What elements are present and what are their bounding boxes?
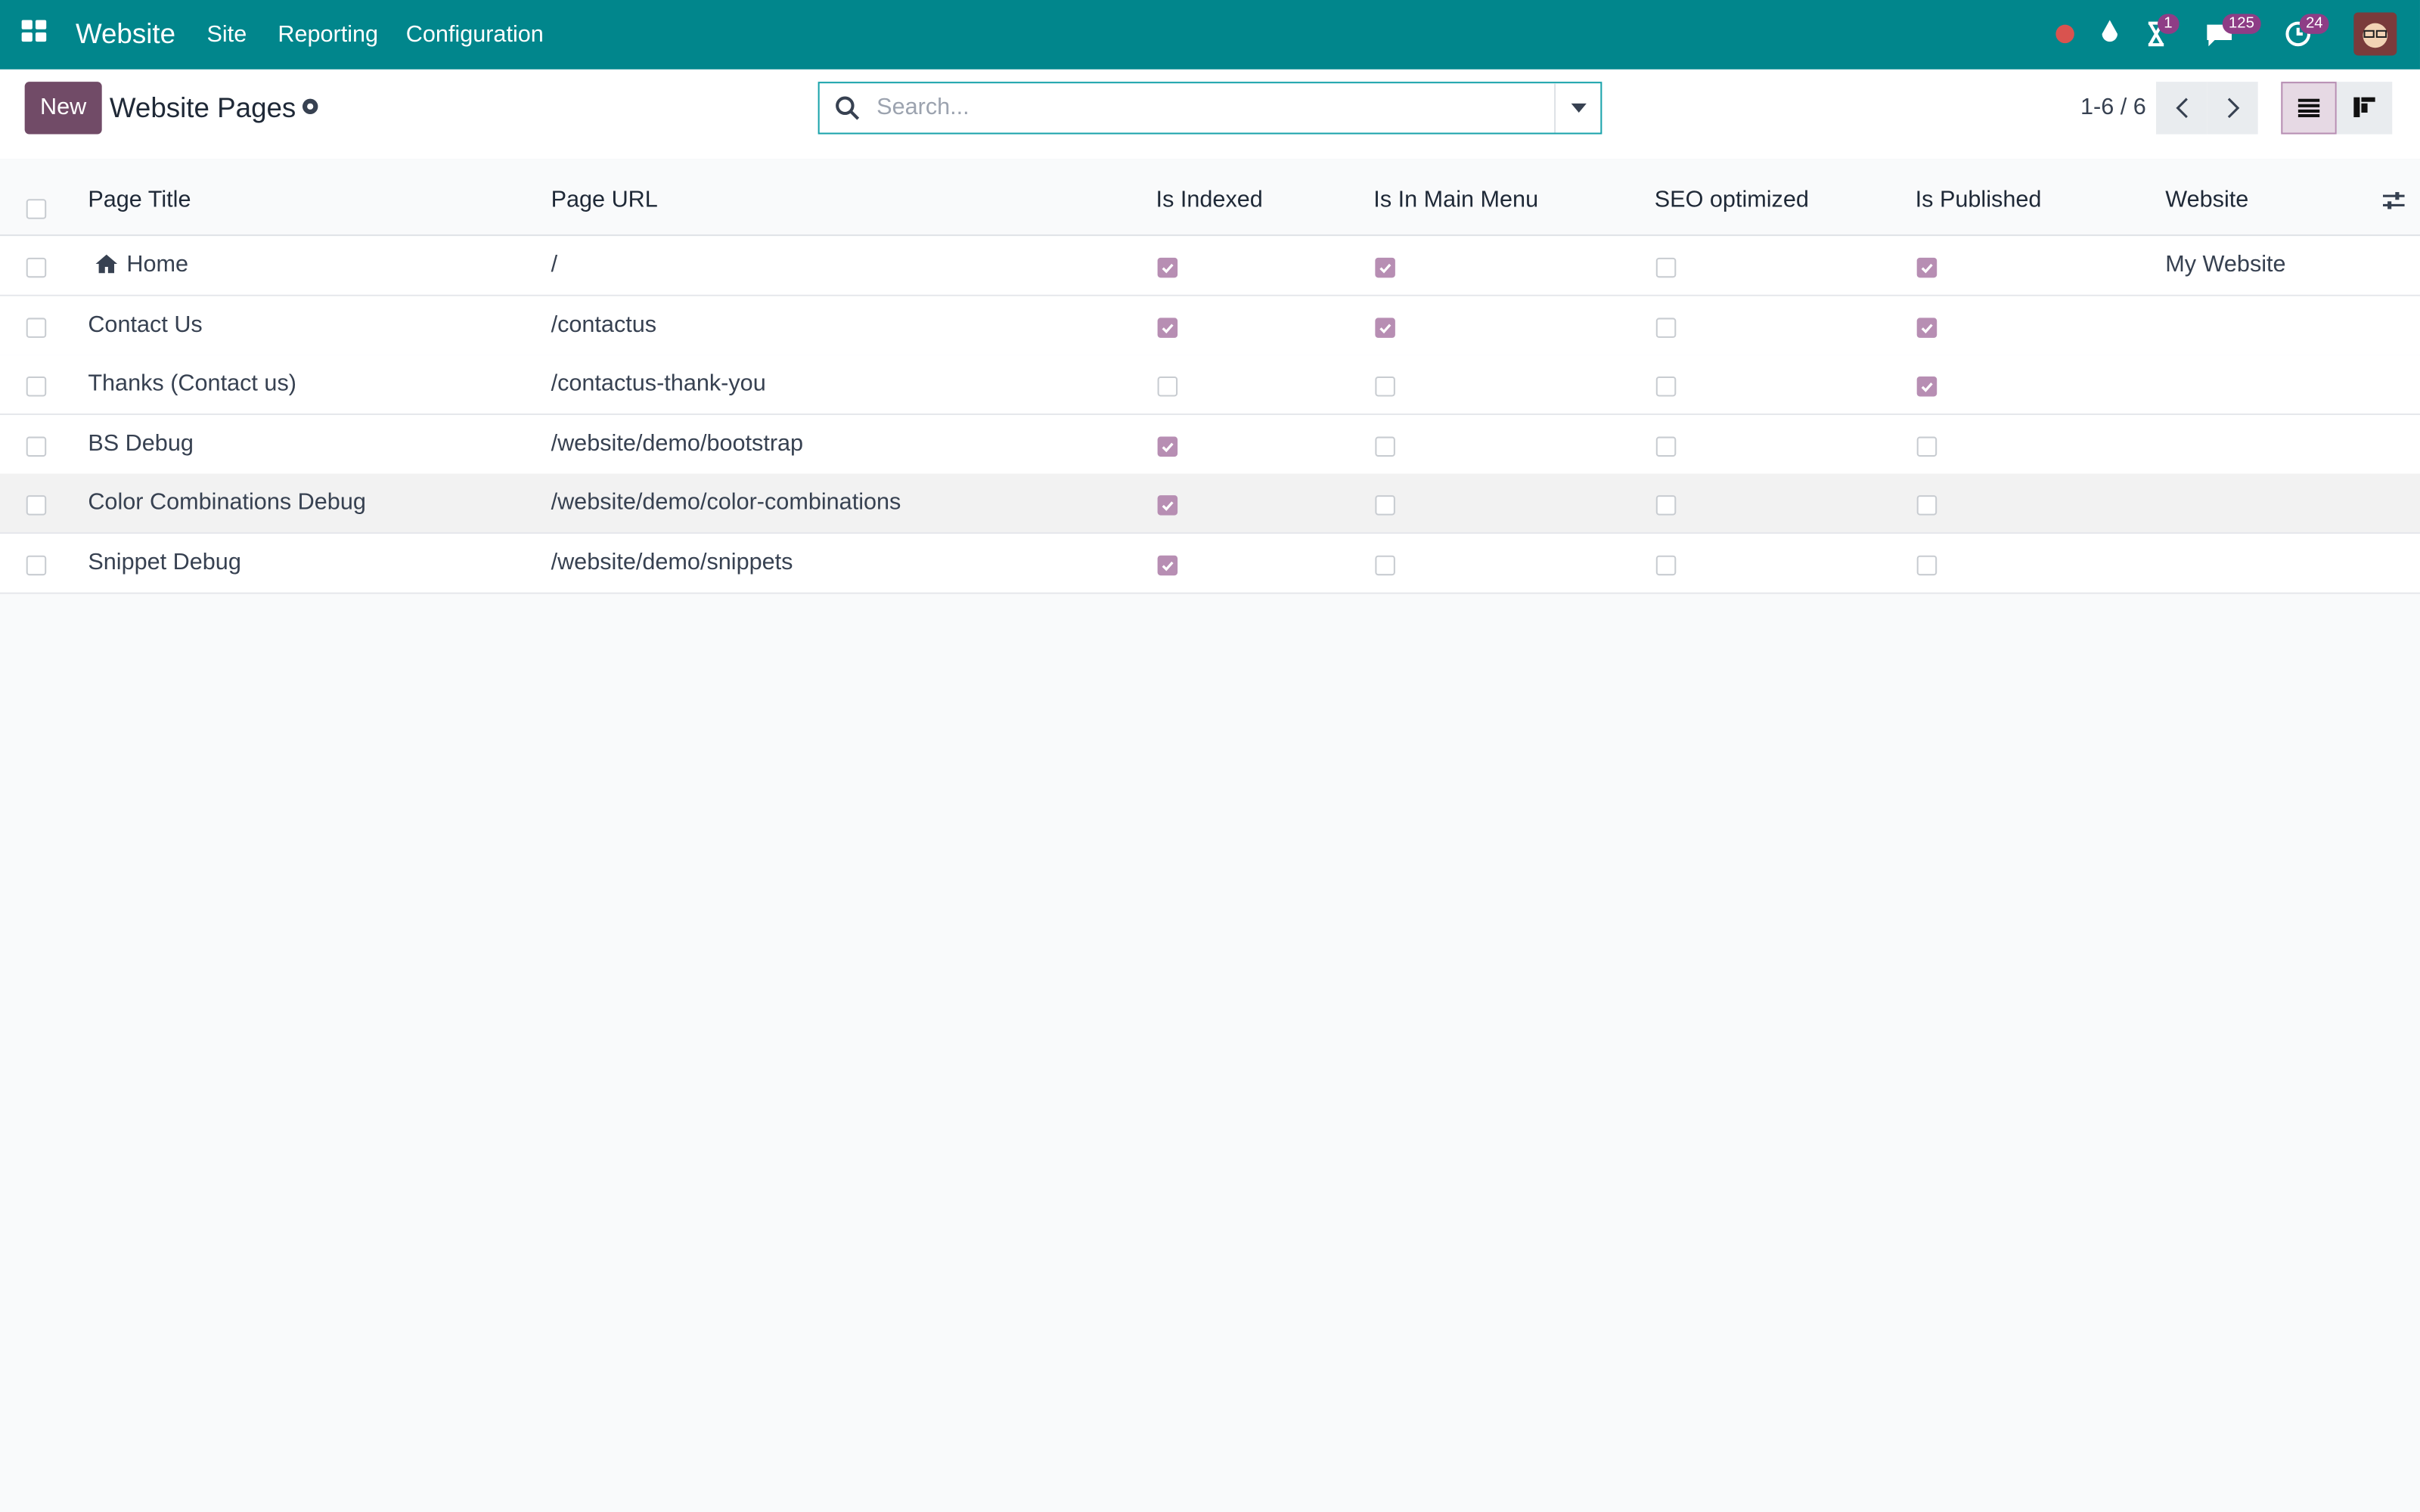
search-toggle[interactable] xyxy=(1554,83,1602,133)
chevron xyxy=(2227,98,2240,119)
pager-next[interactable] xyxy=(2207,82,2258,135)
header-row: Page Title Page URL Is Indexed Is In Main M… xyxy=(0,159,2420,237)
page-title: Website Pages xyxy=(109,92,296,124)
checkbox xyxy=(1655,555,1677,576)
page-url: /contactus-thank-you xyxy=(551,370,766,397)
checkbox xyxy=(1916,555,1938,576)
row-select[interactable] xyxy=(26,376,47,397)
checkbox xyxy=(1157,555,1178,576)
badge: 125 xyxy=(2222,14,2261,34)
page-title: Thanks (Contact us) xyxy=(88,370,296,397)
activity-icon[interactable] xyxy=(2145,20,2167,48)
page-url: / xyxy=(551,251,558,278)
column-header[interactable]: Page Title xyxy=(88,186,191,213)
navbar: Website Site Reporting Configuration 1 1… xyxy=(0,0,2420,70)
table-row[interactable]: Contact Us/contactus xyxy=(0,296,2420,356)
column-header[interactable]: Is In Main Menu xyxy=(1373,186,1539,213)
badge: 1 xyxy=(2158,14,2179,34)
pager: 1-6 / 6 xyxy=(2080,94,2146,121)
clock-icon[interactable] xyxy=(2284,20,2312,48)
row-select[interactable] xyxy=(26,555,47,576)
apps-icon[interactable] xyxy=(21,20,50,45)
checkbox xyxy=(1655,257,1677,278)
checkbox xyxy=(1916,317,1938,338)
menu-item[interactable]: Site xyxy=(206,21,247,48)
kanban-icon xyxy=(2353,97,2375,118)
column-header[interactable]: SEO optimized xyxy=(1654,186,1809,213)
status-dot[interactable] xyxy=(2052,22,2077,47)
select-all[interactable] xyxy=(26,199,47,219)
menu-item[interactable]: Configuration xyxy=(405,21,544,48)
checkbox xyxy=(1655,376,1677,397)
table-row[interactable]: BS Debug/website/demo/bootstrap xyxy=(0,414,2420,476)
checkbox xyxy=(1157,436,1178,457)
page-title: Home xyxy=(126,251,189,278)
checkbox xyxy=(1916,257,1938,278)
control-panel: New Website Pages Search... 1-6 / 6 xyxy=(0,69,2420,161)
checkbox xyxy=(1655,495,1677,516)
column-header[interactable]: Is Published xyxy=(1915,186,2042,213)
drop-icon[interactable] xyxy=(2099,18,2121,46)
checkbox xyxy=(1375,436,1395,457)
list-view-button[interactable] xyxy=(2281,82,2337,135)
table-row[interactable]: Snippet Debug/website/demo/snippets xyxy=(0,534,2420,594)
page-url: /website/demo/bootstrap xyxy=(551,429,804,457)
column-header[interactable]: Is Indexed xyxy=(1156,186,1263,213)
page-url: /contactus xyxy=(551,311,657,338)
checkbox xyxy=(1655,436,1677,457)
chevron xyxy=(2176,98,2188,119)
search-placeholder: Search... xyxy=(876,94,970,121)
checkbox xyxy=(1655,317,1677,338)
search-box[interactable]: Search... xyxy=(818,82,1602,135)
row-select[interactable] xyxy=(26,317,47,338)
avatar[interactable] xyxy=(2353,12,2397,56)
table-row[interactable]: Color Combinations Debug/website/demo/co… xyxy=(0,474,2420,534)
website: My Website xyxy=(2165,251,2286,278)
column-settings[interactable] xyxy=(2381,190,2406,212)
app-name[interactable]: Website xyxy=(75,18,176,50)
table-row[interactable]: Thanks (Contact us) /contactus-thank-you xyxy=(0,355,2420,416)
page-title: Contact Us xyxy=(88,311,203,338)
checkbox xyxy=(1916,376,1938,397)
checkbox xyxy=(1916,495,1938,516)
search-icon xyxy=(836,96,860,120)
home-icon xyxy=(94,253,119,275)
checkbox xyxy=(1157,257,1178,278)
list-table: Page Title Page URL Is Indexed Is In Main M… xyxy=(0,159,2420,594)
column-header[interactable]: Page URL xyxy=(551,186,658,213)
menu-item[interactable]: Reporting xyxy=(278,21,379,48)
new-button[interactable]: New xyxy=(24,82,102,135)
checkbox xyxy=(1157,495,1178,516)
badge: 24 xyxy=(2299,14,2329,34)
page-url: /website/demo/color-combinations xyxy=(551,489,901,516)
pager-prev[interactable] xyxy=(2155,82,2207,135)
list-icon xyxy=(2297,98,2320,118)
checkbox xyxy=(1916,436,1938,457)
checkbox xyxy=(1375,555,1395,576)
row-select[interactable] xyxy=(26,257,47,278)
caret xyxy=(1571,103,1587,113)
row-select[interactable] xyxy=(26,495,47,516)
page-title: Snippet Debug xyxy=(88,549,241,576)
checkbox xyxy=(1157,376,1178,397)
kanban-view-button[interactable] xyxy=(2336,82,2393,135)
gear-icon[interactable] xyxy=(299,96,321,118)
page-title: BS Debug xyxy=(88,429,194,457)
checkbox xyxy=(1157,317,1178,338)
page-url: /website/demo/snippets xyxy=(551,549,793,576)
checkbox xyxy=(1375,495,1395,516)
checkbox xyxy=(1375,317,1395,338)
table-row[interactable]: Home / My Website xyxy=(0,236,2420,296)
row-select[interactable] xyxy=(26,436,47,457)
checkbox xyxy=(1375,257,1395,278)
column-header[interactable]: Website xyxy=(2165,186,2249,213)
page-title: Color Combinations Debug xyxy=(88,489,366,516)
checkbox xyxy=(1375,376,1395,397)
